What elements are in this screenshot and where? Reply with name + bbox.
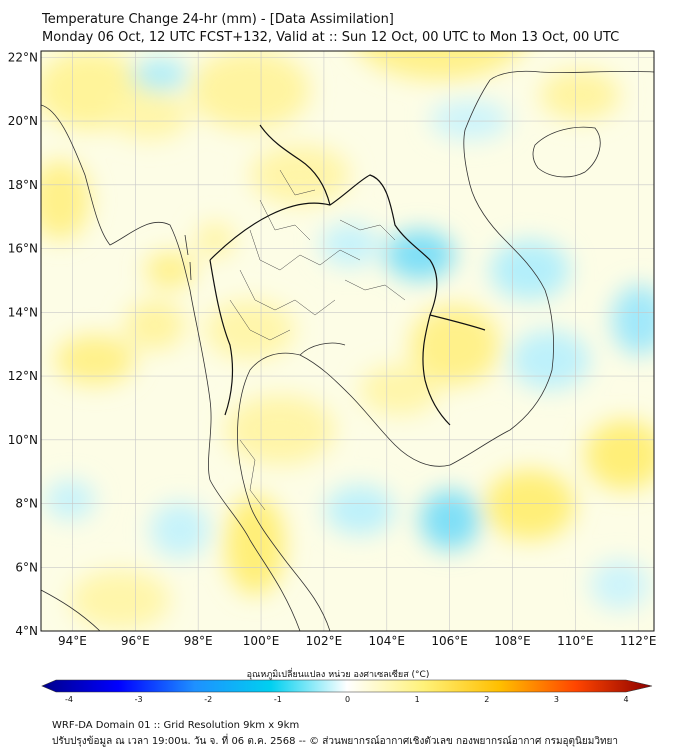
footer-model-info: WRF-DA Domain 01 :: Grid Resolution 9km … [52, 720, 300, 731]
lat-tick-label: 4°N [15, 624, 38, 638]
lon-tick-label: 108°E [494, 634, 531, 648]
colorbar-gradient [41, 679, 653, 693]
colorbar-tick-label: 0 [345, 695, 350, 704]
lon-tick-label: 98°E [184, 634, 213, 648]
colorbar-tick-label: -1 [274, 695, 282, 704]
colorbar-label: อุณหภูมิเปลี่ยนแปลง หน่วย องศาเซลเซียส (… [246, 670, 430, 680]
colorbar: -4 -3 -2 -1 0 1 2 3 4 [41, 679, 653, 704]
lat-tick-label: 22°N [8, 50, 38, 64]
colorbar-tick-label: 4 [623, 695, 628, 704]
longitude-labels: 94°E 96°E 98°E 100°E 102°E 104°E 106°E 108°E 110… [58, 634, 657, 648]
temperature-field [41, 51, 654, 630]
lon-tick-label: 102°E [306, 634, 343, 648]
lon-tick-label: 104°E [369, 634, 406, 648]
province-borders [229, 169, 406, 511]
lon-tick-label: 94°E [58, 634, 87, 648]
lat-tick-label: 10°N [8, 433, 38, 447]
lat-tick-label: 12°N [8, 369, 38, 383]
coastlines [41, 70, 654, 631]
chart-title: Temperature Change 24-hr (mm) - [Data As… [42, 12, 394, 27]
lon-tick-label: 112°E [620, 634, 657, 648]
country-borders [209, 124, 486, 426]
colorbar-tick-label: -4 [65, 695, 73, 704]
lon-tick-label: 100°E [243, 634, 280, 648]
colorbar-tick-label: 1 [415, 695, 420, 704]
map-frame [40, 50, 655, 632]
footer-update-info: ปรับปรุงข้อมูล ณ เวลา 19:00น. วัน จ. ที่… [52, 736, 619, 747]
lon-tick-label: 96°E [121, 634, 150, 648]
colorbar-tick-label: -2 [204, 695, 212, 704]
colorbar-tick-label: 3 [554, 695, 559, 704]
colorbar-tick-label: -3 [135, 695, 143, 704]
colorbar-tick-label: 2 [484, 695, 489, 704]
lat-tick-label: 16°N [8, 242, 38, 256]
latitude-labels: 22°N 20°N 18°N 16°N 14°N 12°N 10°N 8°N 6°N 4°N [8, 50, 38, 638]
colorbar-ticks: -4 -3 -2 -1 0 1 2 3 4 [65, 695, 629, 704]
lat-tick-label: 20°N [8, 114, 38, 128]
lon-tick-label: 110°E [557, 634, 594, 648]
chart-subtitle: Monday 06 Oct, 12 UTC FCST+132, Valid at… [42, 30, 620, 45]
lat-tick-label: 14°N [8, 305, 38, 319]
lat-tick-label: 18°N [8, 178, 38, 192]
lat-tick-label: 6°N [15, 560, 38, 574]
lon-tick-label: 106°E [431, 634, 468, 648]
map-grid [41, 51, 654, 632]
lat-tick-label: 8°N [15, 497, 38, 511]
